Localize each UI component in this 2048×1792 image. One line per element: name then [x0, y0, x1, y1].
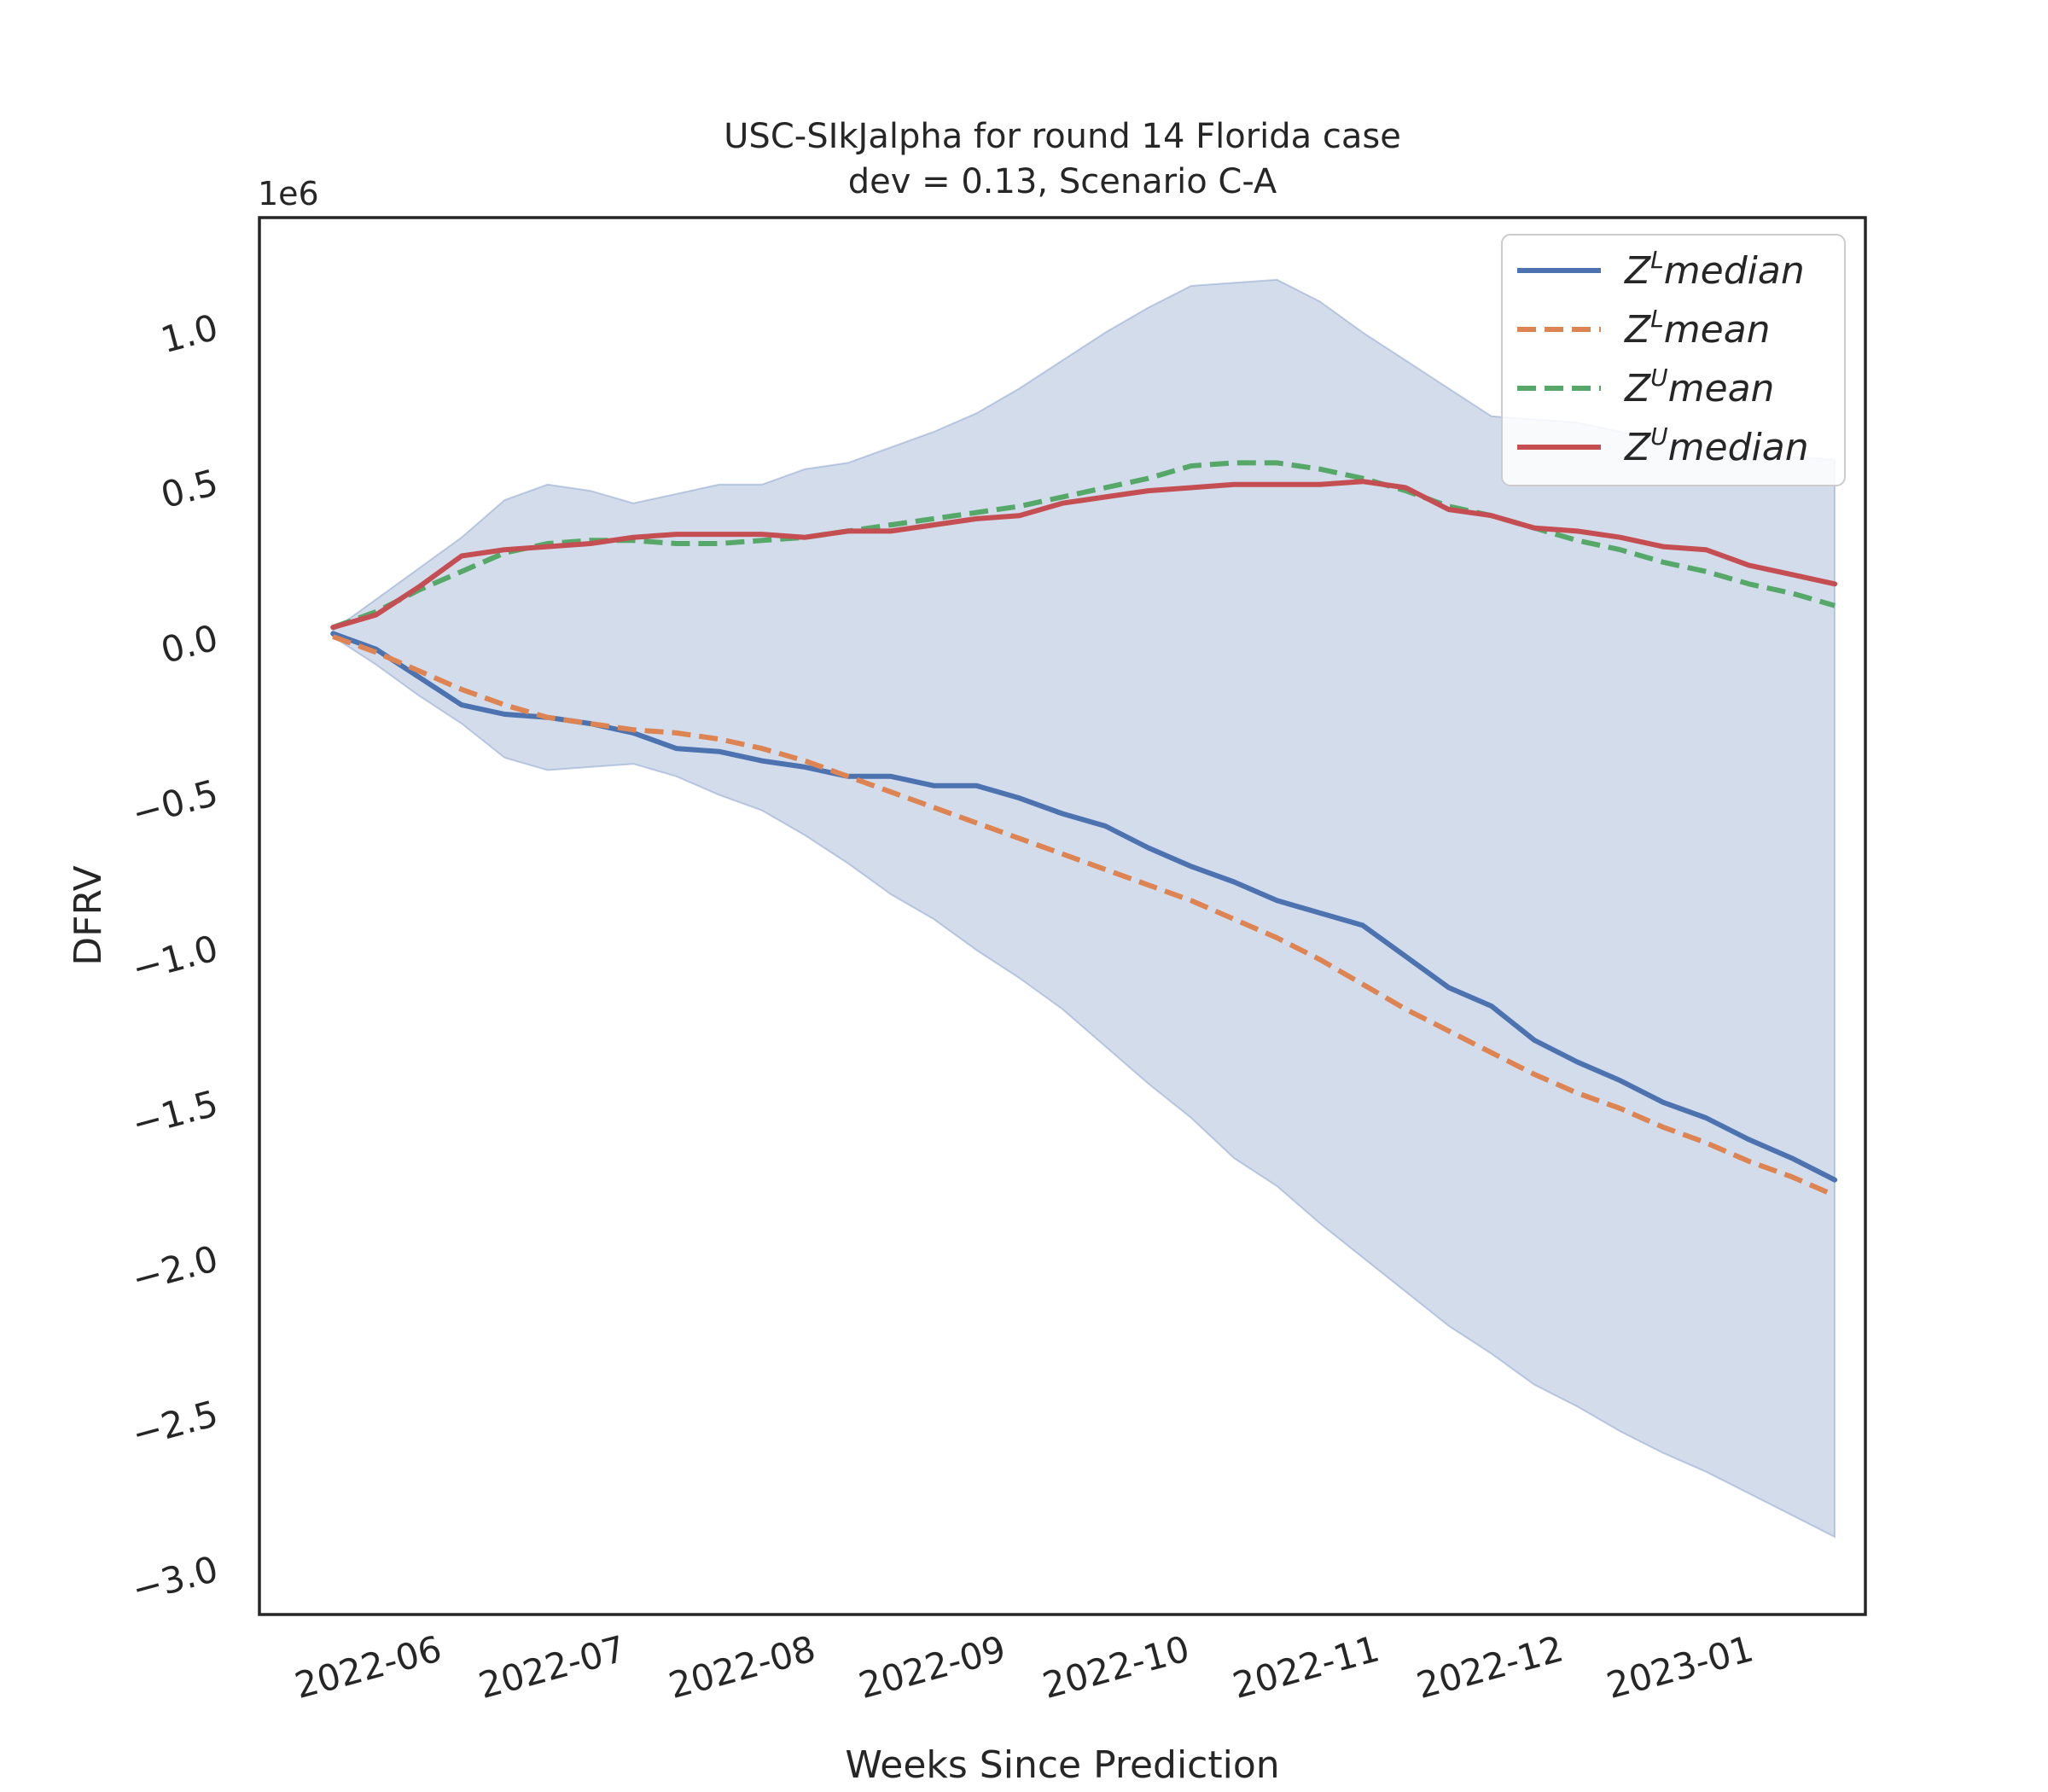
legend-item-mean_U: ZUmean	[1517, 364, 1774, 410]
legend-box	[1501, 234, 1846, 486]
series-line-mean_U	[332, 460, 1836, 631]
legend-label: ZUmean	[1624, 364, 1774, 410]
series-line-mean_L	[332, 634, 1836, 1198]
uncertainty-band	[332, 278, 1836, 1539]
legend-item-mean_L: ZLmean	[1517, 305, 1771, 352]
legend-label: ZUmedian	[1624, 422, 1809, 469]
legend-item-median_U: ZUmedian	[1517, 422, 1809, 469]
legend-label: ZLmedian	[1624, 246, 1805, 293]
legend-item-median_L: ZLmedian	[1517, 246, 1805, 293]
legend: ZLmedian ZLmean ZUmean ZUmedian	[1501, 234, 1846, 486]
y-axis-label: DFRV	[67, 865, 110, 965]
legend-entries: ZLmedian ZLmean ZUmean ZUmedian	[1517, 246, 1809, 469]
series-line-median_L	[330, 631, 1838, 1183]
y-offset-text: 1e6	[258, 175, 319, 212]
chart-title: USC-SIkJalpha for round 14 Florida case	[724, 117, 1401, 156]
plot-area	[258, 216, 1867, 1616]
chart-subtitle: dev = 0.13, Scenario C-A	[848, 162, 1277, 201]
plot-frame	[258, 216, 1867, 1616]
x-axis-label: Weeks Since Prediction	[845, 1743, 1279, 1787]
legend-label: ZLmean	[1624, 305, 1771, 352]
series-layer	[330, 460, 1838, 1198]
series-line-median_U	[330, 479, 1838, 631]
